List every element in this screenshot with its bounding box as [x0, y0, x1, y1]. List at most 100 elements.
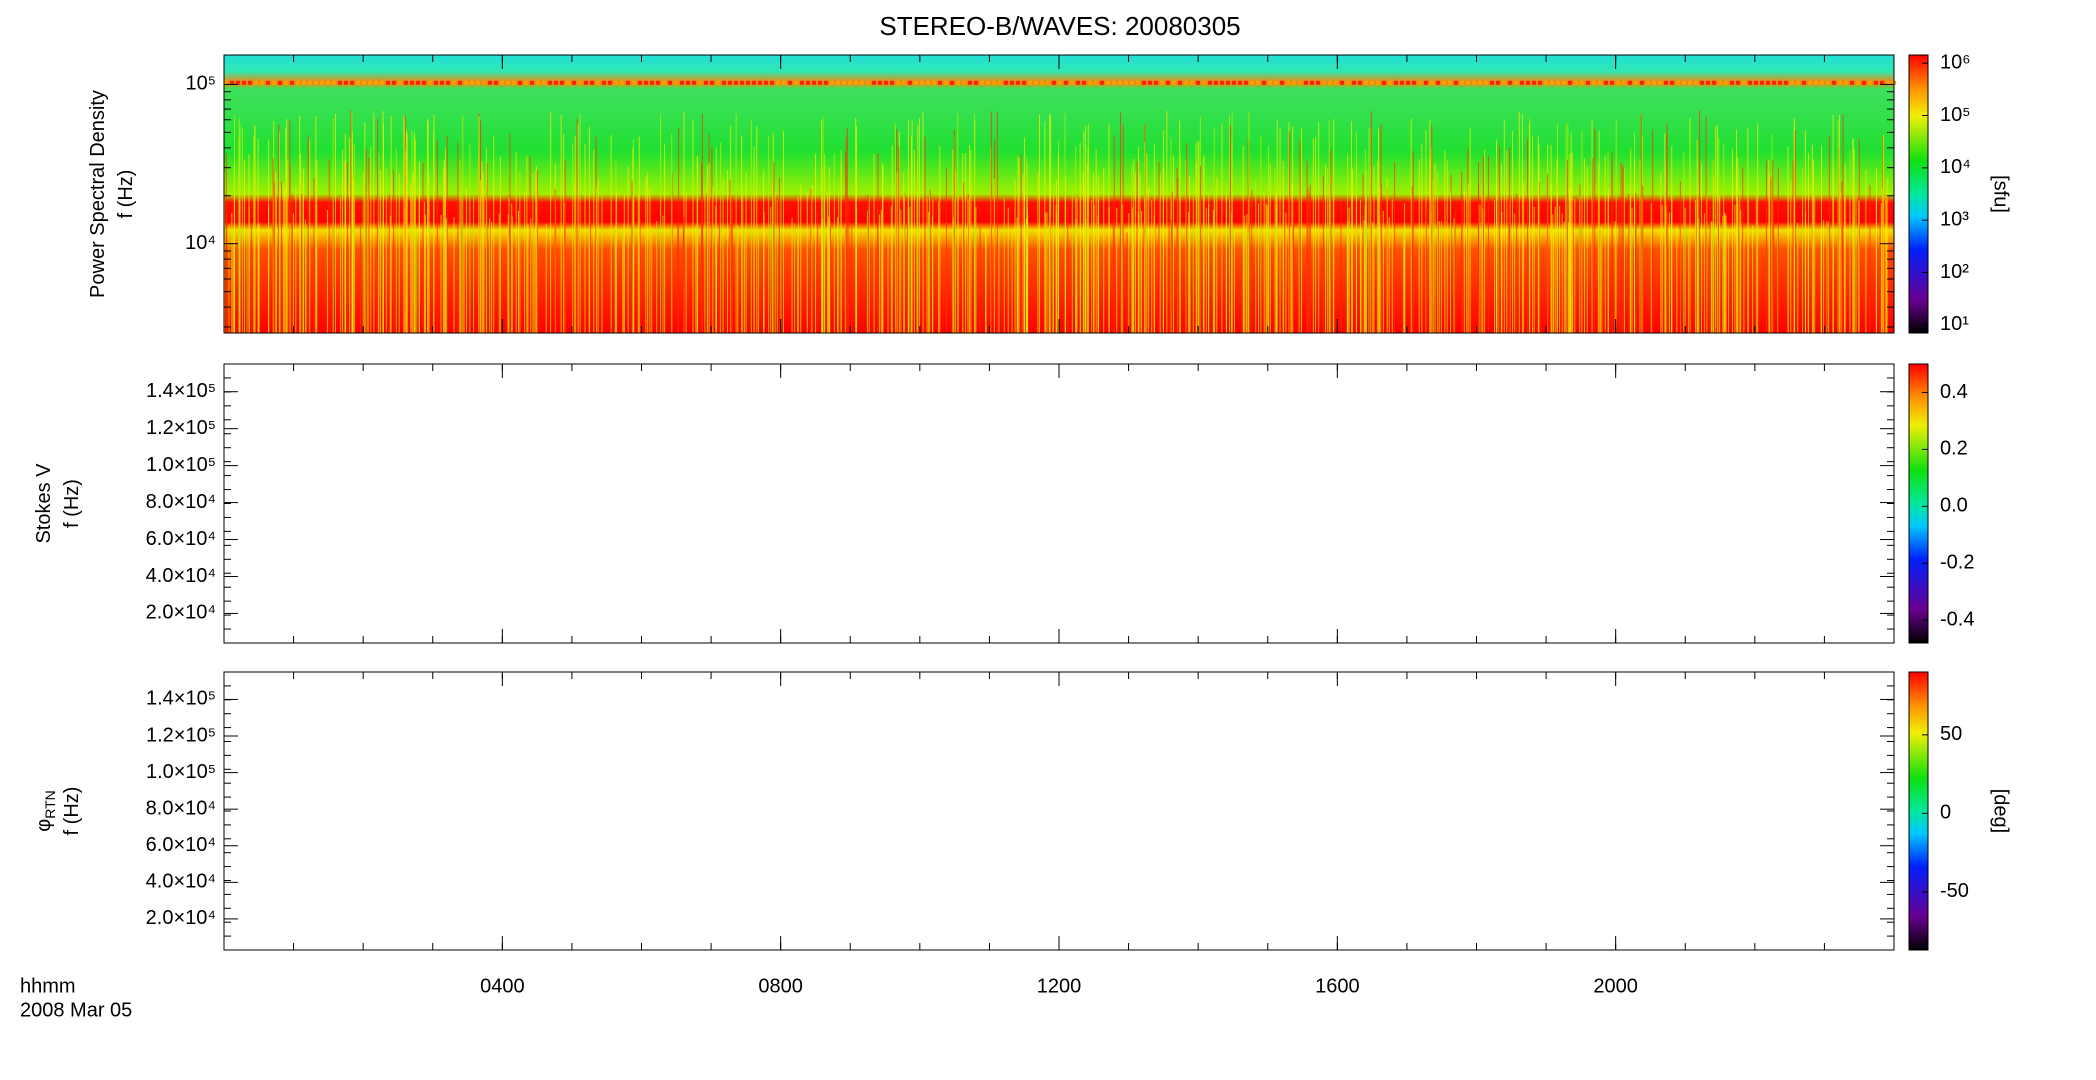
colorbar-tick-label: 0 — [1940, 802, 1951, 824]
spectrogram-line — [1238, 80, 1242, 85]
spectrogram-line — [1568, 80, 1572, 85]
spectrogram-line — [926, 80, 930, 85]
spectrogram-line — [1532, 80, 1536, 85]
x-axis-label: hhmm — [20, 975, 76, 997]
spectrogram-line — [1556, 80, 1560, 85]
spectrogram-line — [812, 80, 816, 85]
spectrogram-line — [452, 80, 456, 85]
spectrogram-line — [1184, 80, 1188, 85]
spectrogram-line — [1490, 80, 1494, 85]
spectrogram-line — [986, 80, 990, 85]
colorbar-tick-label: -0.2 — [1940, 552, 1974, 574]
spectrogram-line — [1574, 80, 1578, 85]
spectrogram-line — [1232, 80, 1236, 85]
y-tick-label: 4.0×10⁴ — [146, 871, 216, 893]
spectrogram-line — [914, 80, 918, 85]
colorbar-tick-label: -0.4 — [1940, 609, 1974, 631]
spectrogram-line — [1052, 80, 1056, 85]
spectrogram-line — [818, 80, 822, 85]
spectrogram-line — [530, 80, 534, 85]
panel-frame — [223, 363, 1895, 644]
y-axis-label: φRTN — [33, 790, 57, 832]
spectrogram-line — [1046, 80, 1050, 85]
spectrogram-line — [836, 80, 840, 85]
spectrogram-line — [1280, 80, 1284, 85]
spectrogram-line — [992, 80, 996, 85]
spectrogram-line — [1676, 80, 1680, 85]
spectrogram-line — [1040, 80, 1044, 85]
x-tick-label: 1200 — [1037, 975, 1082, 997]
spectrogram-line — [956, 80, 960, 85]
colorbar-tick-label: -50 — [1940, 880, 1969, 902]
spectrogram-line — [734, 80, 738, 85]
spectrogram-line — [1640, 80, 1644, 85]
spectrogram-line — [380, 80, 384, 85]
spectrogram-line — [1172, 80, 1176, 85]
spectrogram-line — [1586, 80, 1590, 85]
spectrogram-line — [416, 80, 420, 85]
spectrogram-line — [1694, 80, 1698, 85]
y-tick-label: 1.2×10⁵ — [146, 724, 216, 746]
spectrogram-line — [620, 80, 624, 85]
colorbar-label: [deg] — [1990, 789, 2012, 833]
y-tick-label: 1.0×10⁵ — [146, 761, 216, 783]
spectrogram-line — [356, 80, 360, 85]
spectrogram-line — [704, 80, 708, 85]
spectrogram-line — [1838, 80, 1842, 85]
spectrogram-line — [1430, 80, 1434, 85]
spectrogram-line — [1106, 80, 1110, 85]
spectrogram-line — [554, 80, 558, 85]
spectrogram-line — [1130, 80, 1134, 85]
spectrogram-line — [710, 80, 714, 85]
spectrogram-line — [1088, 80, 1092, 85]
spectrogram-line — [1772, 80, 1776, 85]
spectrogram-line — [878, 80, 882, 85]
panel-frame — [223, 671, 1895, 951]
spectrogram-line — [1310, 80, 1314, 85]
spectrogram-line — [392, 80, 396, 85]
y-axis-label-text: f (Hz) — [61, 787, 83, 836]
colorbar-tick-label: 50 — [1940, 723, 1962, 745]
spectrogram-line — [338, 80, 342, 85]
colorbar-tick-label: 0.4 — [1940, 381, 1968, 403]
spectrogram-line — [1202, 80, 1206, 85]
spectrogram-line — [1394, 80, 1398, 85]
spectrogram-line — [590, 80, 594, 85]
spectrogram-line — [788, 80, 792, 85]
spectrogram-line — [344, 80, 348, 85]
y-tick-label: 2.0×10⁴ — [146, 602, 216, 624]
x-tick-label: 0800 — [758, 975, 803, 997]
spectrogram-line — [1610, 80, 1614, 85]
spectrogram-line — [668, 80, 672, 85]
spectrogram-line — [1064, 80, 1068, 85]
spectrogram-line — [1820, 80, 1824, 85]
spectrogram-line — [1274, 80, 1278, 85]
spectrogram-line — [728, 80, 732, 85]
spectrogram-line — [806, 80, 810, 85]
spectrogram-line — [362, 80, 366, 85]
spectrogram-line — [320, 80, 324, 85]
spectrogram-background — [224, 55, 1894, 333]
spectrogram-line — [1382, 80, 1386, 85]
spectrogram-line — [332, 80, 336, 85]
spectrogram-line — [464, 80, 468, 85]
spectrogram-line — [662, 80, 666, 85]
spectrogram-line — [932, 80, 936, 85]
y-tick-label: 6.0×10⁴ — [146, 834, 216, 856]
spectrogram-line — [1616, 80, 1620, 85]
spectrogram-line — [1712, 80, 1716, 85]
spectrogram-line — [938, 80, 942, 85]
spectrogram-line — [830, 80, 834, 85]
spectrogram-line — [770, 80, 774, 85]
spectrogram-line — [278, 80, 282, 85]
spectrogram-line — [1760, 80, 1764, 85]
y-tick-label: 1.4×10⁵ — [146, 380, 216, 402]
y-tick-label: 8.0×10⁴ — [146, 797, 216, 819]
spectrogram-line — [470, 80, 474, 85]
spectrogram-line — [974, 80, 978, 85]
spectrogram-line — [224, 80, 228, 85]
spectrogram-line — [1598, 80, 1602, 85]
spectrogram-line — [1328, 80, 1332, 85]
spectrogram-line — [1496, 80, 1500, 85]
spectrogram-line — [266, 80, 270, 85]
